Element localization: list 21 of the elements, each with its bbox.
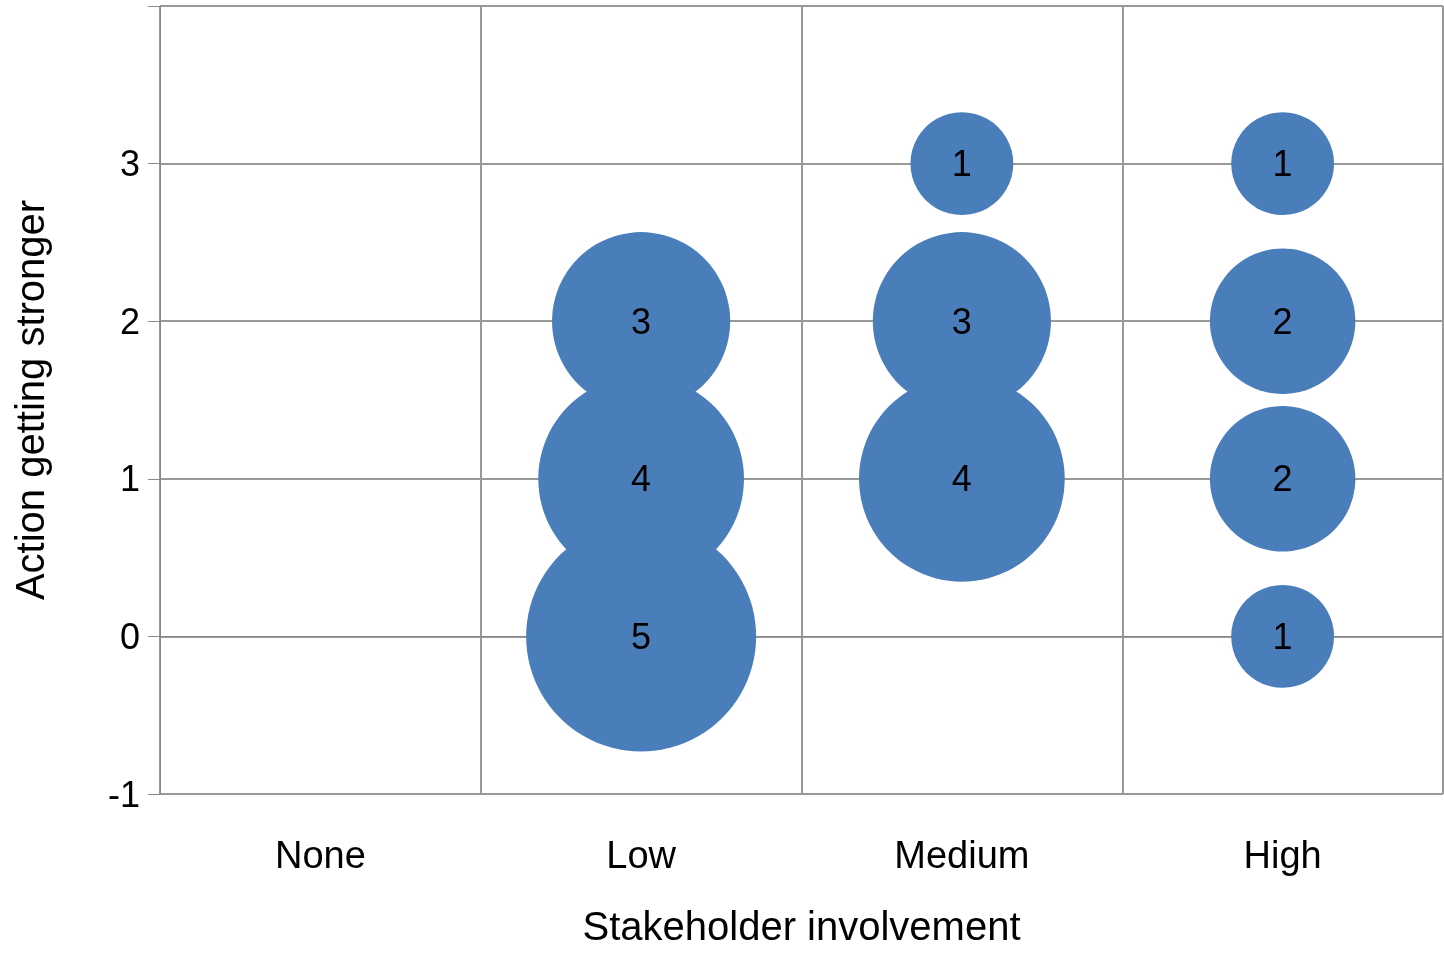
y-axis-title: Action getting stronger xyxy=(8,199,52,601)
y-tick-label: 0 xyxy=(119,615,140,657)
y-tick-label: 2 xyxy=(119,300,140,342)
x-axis-title: Stakeholder involvement xyxy=(582,904,1021,948)
data-label: 1 xyxy=(1272,615,1293,657)
data-label: 4 xyxy=(951,458,972,500)
data-label: 2 xyxy=(1272,300,1293,342)
data-label: 1 xyxy=(1272,143,1293,185)
data-label: 4 xyxy=(631,458,652,500)
y-tick-label: -1 xyxy=(107,773,140,815)
data-label: 5 xyxy=(631,615,652,657)
x-tick-label: Medium xyxy=(894,834,1030,876)
data-label: 2 xyxy=(1272,458,1293,500)
data-label: 3 xyxy=(631,300,652,342)
x-tick-label: None xyxy=(274,834,366,876)
y-tick-label: 1 xyxy=(119,458,140,500)
data-label: 3 xyxy=(951,300,972,342)
data-label: 1 xyxy=(951,143,972,185)
y-tick-label: 3 xyxy=(119,143,140,185)
x-tick-label: Low xyxy=(606,834,677,876)
x-tick-label: High xyxy=(1243,834,1322,876)
